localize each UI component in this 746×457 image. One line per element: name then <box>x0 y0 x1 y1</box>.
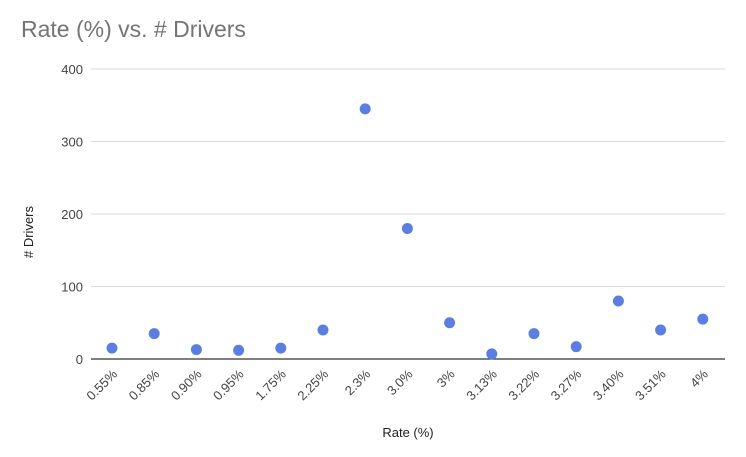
data-point[interactable] <box>190 344 202 356</box>
x-tick-label: 0.95% <box>210 366 247 403</box>
data-point[interactable] <box>528 328 540 340</box>
x-tick-label: 3.51% <box>632 366 669 403</box>
y-tick-label: 400 <box>61 62 83 77</box>
x-axis-label: Rate (%) <box>382 425 433 440</box>
data-point[interactable] <box>317 324 329 336</box>
y-tick-label: 300 <box>61 135 83 150</box>
x-tick-label: 1.75% <box>252 366 289 403</box>
x-tick-label: 3.27% <box>548 366 585 403</box>
x-tick-label: 3.13% <box>463 366 500 403</box>
y-tick-label: 100 <box>61 280 83 295</box>
x-tick-label: 2.3% <box>342 366 374 398</box>
data-point[interactable] <box>148 328 160 340</box>
x-tick-label: 0.85% <box>126 366 163 403</box>
gridlines <box>91 68 725 360</box>
x-tick-label: 0.90% <box>168 366 205 403</box>
data-point[interactable] <box>359 103 371 115</box>
data-point[interactable] <box>612 295 624 307</box>
data-point[interactable] <box>655 324 667 336</box>
data-point[interactable] <box>444 317 456 329</box>
data-point[interactable] <box>697 313 709 325</box>
data-point[interactable] <box>401 223 413 234</box>
data-point[interactable] <box>106 342 118 354</box>
x-tick-label: 0.55% <box>83 366 120 403</box>
x-tick-label: 4% <box>687 366 711 390</box>
y-tick-label: 200 <box>61 207 83 222</box>
x-tick-labels: 0.55% 0.85% 0.90% 0.95% 1.75% 2.25% 2.3% 3.0% 3%… <box>83 366 711 403</box>
x-tick-label: 3% <box>434 366 458 390</box>
x-tick-label: 3.0% <box>384 366 416 398</box>
data-point[interactable] <box>275 342 287 354</box>
x-tick-label: 3.40% <box>590 366 627 403</box>
x-tick-label: 2.25% <box>294 366 331 403</box>
data-point[interactable] <box>570 341 582 353</box>
data-point[interactable] <box>233 344 245 356</box>
x-tick-label: 3.22% <box>505 366 542 403</box>
y-tick-label: 0 <box>76 352 83 367</box>
data-point[interactable] <box>486 348 498 360</box>
data-points <box>106 103 709 360</box>
chart-title: Rate (%) vs. # Drivers <box>21 16 246 42</box>
y-tick-labels: 0 100 200 300 400 <box>61 62 83 367</box>
y-axis-label: # Drivers <box>21 206 36 259</box>
